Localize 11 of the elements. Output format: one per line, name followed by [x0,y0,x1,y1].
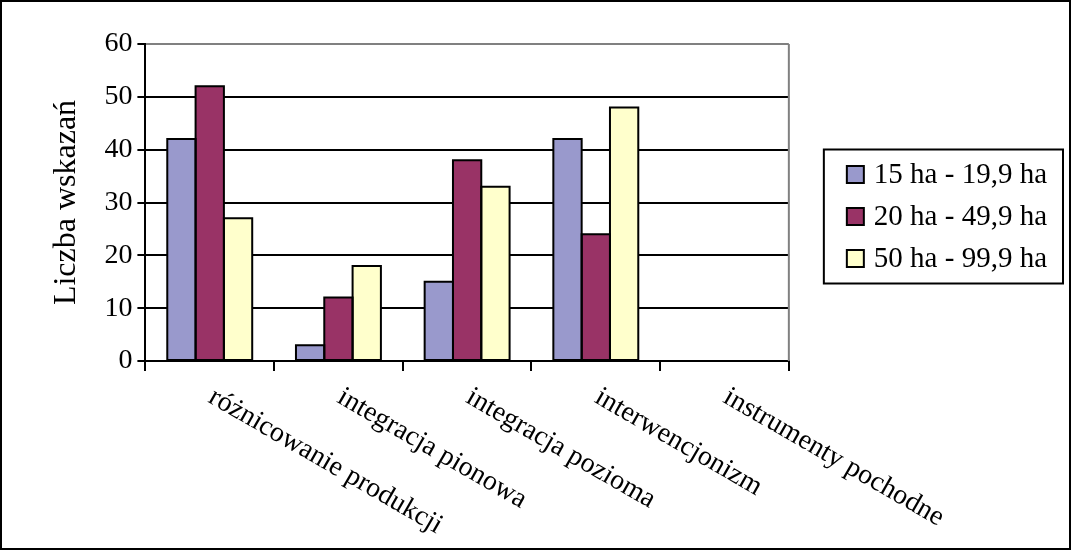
legend-label: 50 ha - 99,9 ha [873,241,1048,274]
y-tick-label: 20 [104,237,133,269]
y-tick-label: 0 [118,343,133,375]
y-tick-label: 50 [104,79,133,111]
y-tick-label: 60 [104,26,133,58]
legend-label: 20 ha - 49,9 ha [873,199,1048,232]
y-tick-label: 10 [104,290,133,322]
y-tick-label: 30 [104,184,133,216]
y-tick-label: 40 [104,132,133,164]
legend-label: 15 ha - 19,9 ha [873,157,1048,190]
y-axis-title: Liczba wskazań [45,99,82,306]
